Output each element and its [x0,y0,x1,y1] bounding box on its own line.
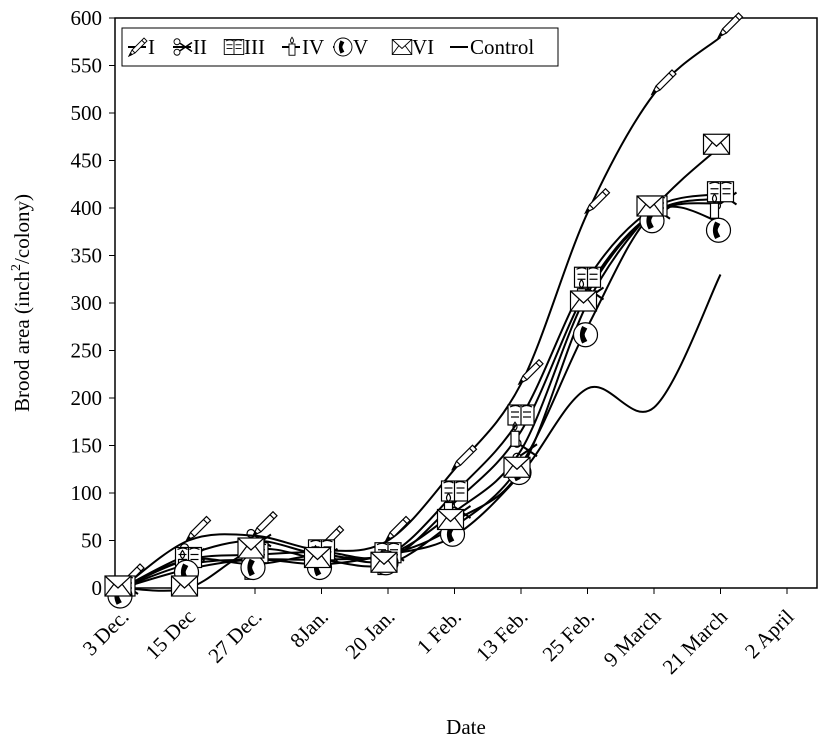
x-tick-label: 15 Dec [141,605,200,664]
y-tick-label: 200 [71,386,103,410]
marker-pencil-6 [517,358,544,386]
marker-pencil-2 [251,510,278,538]
legend-phone-icon [333,37,353,57]
marker-envelope-4 [370,551,398,573]
marker-envelope-5 [436,508,465,531]
x-axis-ticks: 3 Dec. 15 Dec 27 Dec. 8Jan. 20 Jan. 1 Feb. 13 … [78,588,799,679]
y-tick-label: 600 [71,6,103,30]
y-tick-label: 400 [71,196,103,220]
series-line-vi [121,145,722,592]
series-line-control [121,274,722,589]
legend-candle-icon [288,36,296,56]
y-tick-label: 50 [81,529,102,553]
x-tick-label: 13 Feb. [471,605,533,667]
series-line-v [121,205,721,589]
y-axis-title: Brood area (inch2/colony) [9,194,34,412]
x-tick-label: 25 Feb. [538,605,600,667]
y-tick-label: 300 [71,291,103,315]
series-markers [104,12,744,609]
legend-item-ii: II [173,35,207,59]
marker-envelope-8 [636,195,664,217]
y-tick-label: 350 [71,244,103,268]
marker-envelope-6 [503,456,531,478]
y-tick-label: 100 [71,481,103,505]
legend-label: V [353,35,368,59]
marker-phone-9 [705,217,732,243]
marker-phone-7 [572,322,599,348]
x-tick-label: 1 Feb. [412,605,466,659]
series-lines [121,36,722,592]
marker-pencil-4 [384,515,411,542]
legend-item-iv: IV [282,35,324,59]
marker-envelope-2 [237,537,265,559]
legend-label: III [244,35,265,59]
y-tick-label: 550 [71,54,103,78]
marker-phone-2 [240,554,266,581]
marker-envelope-9 [702,133,731,155]
marker-pencil-5 [451,444,478,471]
marker-book-7 [573,266,602,288]
x-tick-label: 27 Dec. [203,605,266,668]
marker-book-9 [706,181,735,203]
series-line-iv [121,202,721,589]
y-tick-label: 0 [92,576,103,600]
marker-book-6 [507,404,535,426]
legend-item-v: V [333,35,368,59]
legend-label: Control [470,35,534,59]
marker-envelope-3 [303,546,332,569]
x-tick-label: 21 March [658,604,733,679]
y-tick-label: 150 [71,434,103,458]
x-tick-label: 9 March [599,604,666,671]
x-tick-label: 20 Jan. [340,605,399,664]
legend-item-i: I [127,35,155,59]
y-tick-label: 250 [71,339,103,363]
marker-envelope-0 [104,575,132,597]
y-tick-label: 500 [71,101,103,125]
marker-envelope-1 [170,575,199,597]
legend-label: IV [302,35,324,59]
legend: I II III IV V VI Control [121,27,559,67]
legend-pencil-icon [127,37,148,58]
marker-pencil-7 [584,187,611,215]
legend-envelope-icon [391,39,413,55]
y-tick-label: 450 [71,149,103,173]
legend-label: I [148,35,155,59]
x-tick-label: 3 Dec. [78,605,134,661]
legend-book-icon [223,39,245,55]
x-tick-label: 8Jan. [285,605,333,653]
legend-label: II [193,35,207,59]
marker-pencil-8 [650,69,677,96]
marker-candle-6 [510,421,520,447]
marker-pencil-9 [717,12,744,39]
marker-pencil-1 [185,515,212,542]
legend-item-vi: VI [391,35,434,59]
legend-item-iii: III [223,35,265,59]
legend-scissors-icon [173,38,193,56]
marker-envelope-7 [569,290,598,312]
y-axis-ticks: 0 50 100 150 200 250 300 350 400 450 500 550 600 [71,6,115,600]
legend-item-control: Control [450,35,534,59]
series-line-i [121,36,722,589]
marker-book-5 [440,480,469,502]
series-line-iii [121,192,721,589]
legend-label: VI [412,35,434,59]
marker-candle-9 [709,193,720,219]
x-tick-label: 2 April [740,604,799,663]
x-axis-title: Date [446,715,486,739]
